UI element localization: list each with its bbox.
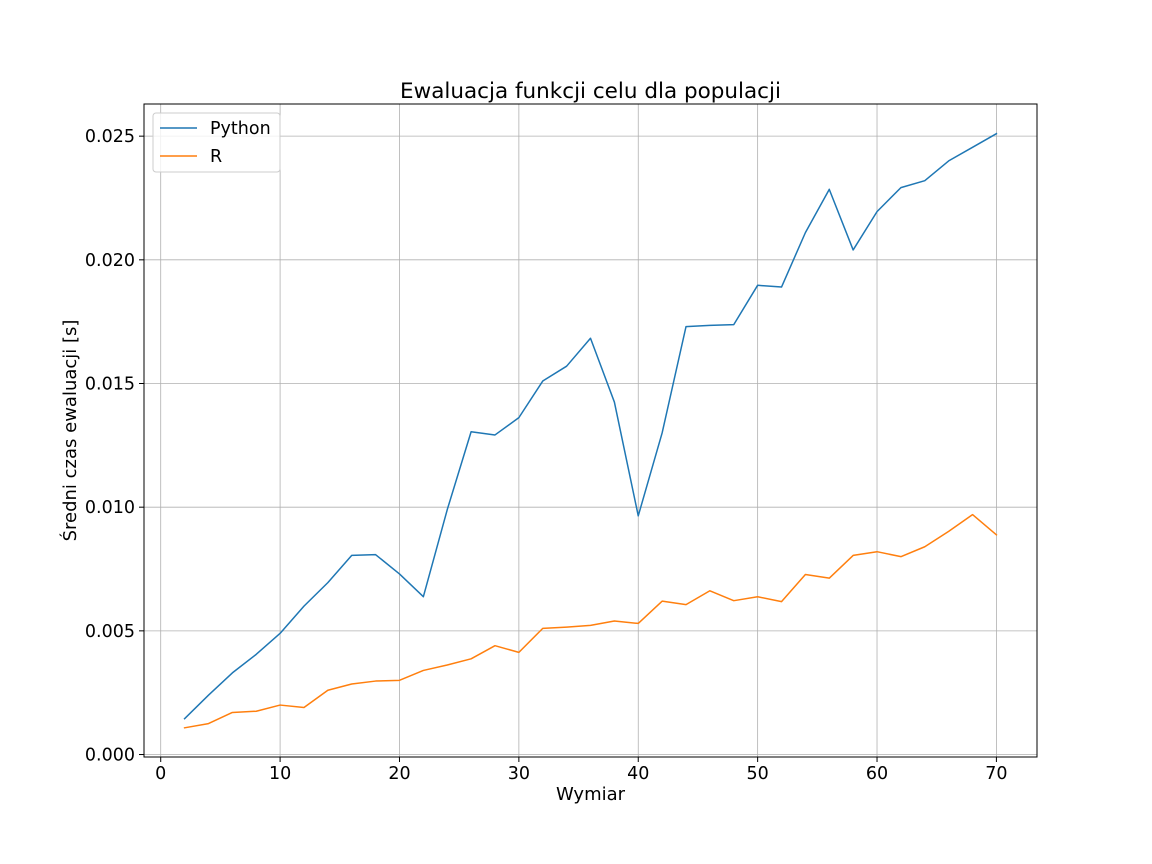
- y-axis-label: Średni czas ewaluacji [s]: [59, 320, 81, 542]
- y-tick-label: 0.000: [85, 746, 135, 766]
- series-line-python: [183, 132, 998, 720]
- x-tick-label: 0: [155, 764, 166, 784]
- x-axis: 0 10 20 30 40 50 60 70: [155, 757, 1008, 784]
- x-tick-label: 60: [866, 764, 888, 784]
- x-tick-label: 20: [388, 764, 410, 784]
- x-tick-label: 70: [985, 764, 1007, 784]
- plot-frame: [143, 103, 1038, 758]
- y-tick-label: 0.025: [85, 127, 135, 147]
- legend: Python R: [152, 112, 281, 173]
- series-lines: [183, 132, 998, 729]
- grid: [144, 104, 1037, 757]
- x-tick-label: 50: [746, 764, 768, 784]
- x-tick-label: 30: [508, 764, 530, 784]
- x-tick-label: 40: [627, 764, 649, 784]
- y-axis: 0.000 0.005 0.010 0.015 0.020 0.025: [85, 127, 144, 766]
- x-tick-label: 10: [269, 764, 291, 784]
- series-line-r: [183, 513, 998, 729]
- y-tick-label: 0.010: [85, 498, 135, 518]
- legend-label-python: Python: [210, 119, 271, 139]
- y-tick-label: 0.005: [85, 622, 135, 642]
- chart-title: Ewaluacja funkcji celu dla populacji: [400, 79, 781, 104]
- y-tick-label: 0.020: [85, 251, 135, 271]
- y-tick-label: 0.015: [85, 375, 135, 395]
- legend-label-r: R: [210, 147, 222, 167]
- x-axis-label: Wymiar: [556, 784, 626, 805]
